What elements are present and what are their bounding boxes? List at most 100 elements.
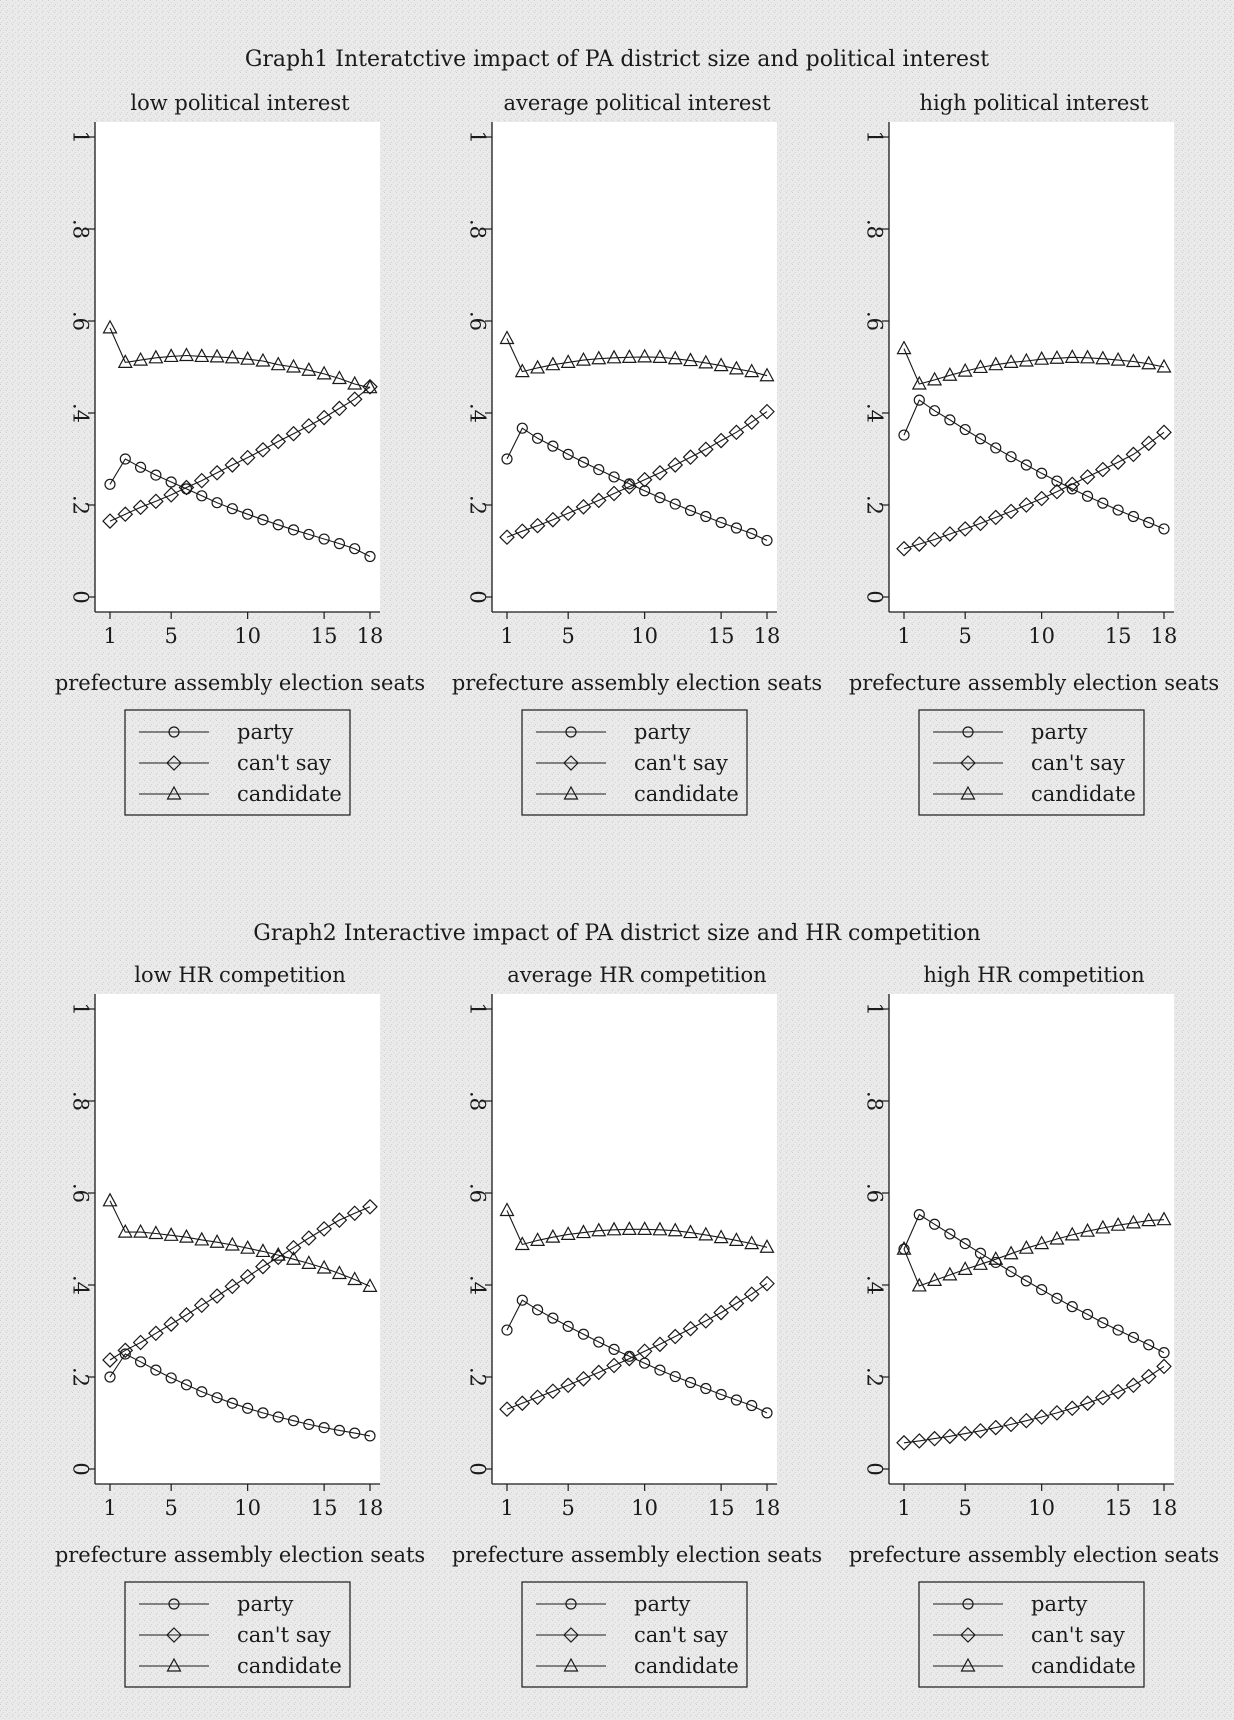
- data-point: [102, 319, 118, 334]
- data-point: [499, 1401, 515, 1418]
- data-point: [577, 456, 590, 468]
- data-point: [102, 1352, 118, 1368]
- data-point: [896, 340, 912, 355]
- x-tick-label: 10: [234, 1496, 261, 1520]
- data-point: [652, 464, 668, 481]
- data-point: [990, 442, 1002, 454]
- data-point: [239, 1268, 256, 1285]
- data-point: [606, 349, 622, 364]
- data-point: [593, 463, 605, 476]
- data-point: [272, 519, 284, 531]
- data-point: [1003, 1416, 1019, 1433]
- data-point: [193, 1297, 210, 1314]
- data-point: [102, 1192, 118, 1207]
- data-point: [560, 1377, 577, 1394]
- x-tick-label: 15: [311, 624, 338, 648]
- series-line: [903, 431, 1165, 550]
- data-point: [1036, 467, 1048, 479]
- legend-label: party: [634, 720, 690, 744]
- data-point: [285, 425, 302, 442]
- series-candidate: [102, 319, 378, 394]
- x-tick-label: 18: [357, 1496, 384, 1520]
- data-point: [148, 349, 164, 364]
- x-axis-label: prefecture assembly election seats: [55, 1543, 425, 1567]
- y-tick-label: .2: [69, 1367, 93, 1387]
- data-point: [117, 1223, 133, 1238]
- series-line: [903, 348, 1165, 385]
- data-point: [1003, 354, 1019, 368]
- series-line: [506, 1299, 768, 1414]
- data-point: [362, 1278, 378, 1292]
- data-point: [1143, 1339, 1155, 1351]
- series-line: [506, 338, 768, 377]
- data-point: [697, 441, 714, 458]
- data-point: [1125, 353, 1141, 368]
- legend-marker: [563, 1627, 579, 1643]
- data-point: [1034, 1235, 1050, 1250]
- x-tick-label: 5: [164, 624, 177, 648]
- data-point: [957, 1425, 974, 1442]
- x-tick-label: 5: [958, 1496, 971, 1520]
- data-point: [759, 367, 775, 382]
- data-point: [209, 1288, 225, 1304]
- series-line: [506, 427, 768, 541]
- data-point: [286, 358, 302, 373]
- data-point: [529, 517, 546, 534]
- x-tick-label: 18: [357, 624, 384, 648]
- x-tick-label: 1: [103, 624, 116, 648]
- data-point: [974, 433, 987, 445]
- data-point: [226, 1397, 238, 1409]
- data-point: [1125, 1377, 1142, 1394]
- plot-area: [95, 122, 380, 612]
- data-point: [1110, 1216, 1126, 1231]
- data-point: [255, 1258, 271, 1275]
- x-axis-label: prefecture assembly election seats: [849, 671, 1219, 695]
- data-point: [163, 1316, 180, 1332]
- legend: party can't say candidate: [918, 1581, 1145, 1688]
- legend-label: can't say: [634, 751, 728, 775]
- data-point: [514, 1395, 531, 1412]
- data-point: [165, 476, 177, 488]
- data-point: [501, 453, 513, 465]
- data-point: [972, 359, 988, 374]
- legend-label: candidate: [237, 782, 342, 806]
- data-point: [957, 362, 973, 377]
- legend-marker: [168, 726, 180, 738]
- data-point: [987, 509, 1004, 526]
- data-point: [715, 516, 727, 529]
- data-point: [700, 1382, 712, 1395]
- x-tick-label: 5: [958, 624, 971, 648]
- data-point: [1080, 349, 1096, 364]
- legend: party can't say candidate: [521, 1581, 748, 1688]
- x-tick-label: 1: [103, 1496, 116, 1520]
- data-point: [667, 457, 684, 473]
- data-point: [942, 526, 958, 542]
- data-point: [1143, 516, 1155, 529]
- data-point: [560, 505, 577, 522]
- data-point: [148, 1225, 164, 1240]
- data-point: [196, 490, 208, 502]
- series-line: [903, 399, 1165, 530]
- data-point: [898, 429, 910, 441]
- x-axis-label: prefecture assembly election seats: [452, 1543, 822, 1567]
- series-can-t-say: [499, 1275, 775, 1418]
- data-point: [911, 536, 928, 552]
- data-point: [133, 351, 149, 366]
- legend-marker: [960, 1657, 976, 1672]
- x-tick-label: 15: [1105, 1496, 1132, 1520]
- data-point: [959, 423, 971, 436]
- data-point: [944, 1228, 956, 1240]
- data-point: [652, 1336, 668, 1353]
- data-point: [1064, 349, 1080, 363]
- data-point: [209, 1233, 225, 1248]
- series-line: [109, 458, 371, 557]
- data-point: [163, 1227, 179, 1241]
- data-point: [1020, 459, 1032, 471]
- y-tick-label: .2: [466, 495, 490, 515]
- data-point: [1141, 1212, 1157, 1227]
- data-point: [255, 352, 271, 367]
- y-tick-label: .4: [69, 1275, 93, 1295]
- data-point: [636, 1343, 653, 1360]
